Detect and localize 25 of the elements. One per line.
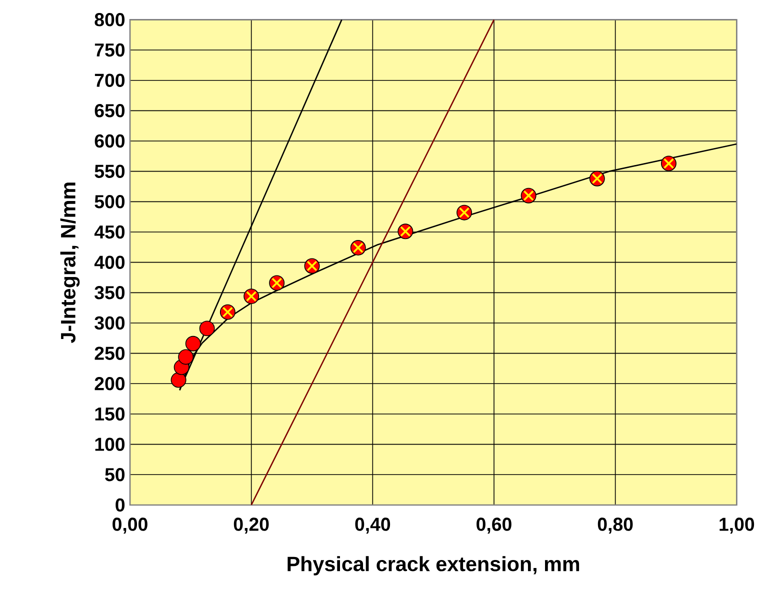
y-tick-label: 450 [94,225,125,239]
y-tick-label: 250 [94,346,125,360]
y-tick-label: 700 [94,74,125,87]
y-tick-label: 600 [94,134,125,148]
x-tick-label: 1,00 [720,518,754,534]
x-tick-label: 0,40 [355,518,390,534]
y-tick-label: 50 [105,468,125,482]
y-tick-label: 750 [94,43,125,57]
y-tick-label: 300 [94,316,125,330]
x-tick-label: 0,80 [598,518,633,534]
y-tick-label: 200 [94,377,125,390]
y-tick-label: 150 [95,407,125,421]
y-tick-label: 400 [94,256,125,269]
x-axis-title: Physical crack extension, mm [288,556,580,576]
y-tick-label: 800 [94,13,125,26]
x-tick-label: 0,20 [234,518,269,534]
y-tick-label: 550 [94,164,125,178]
x-tick-label: 0,60 [476,518,512,534]
y-tick-label: 100 [95,438,125,451]
y-tick-label: 650 [94,104,125,118]
x-tick-label: 0,00 [112,518,148,534]
y-tick-label: 500 [94,195,125,208]
y-axis-title: J-Integral, N/mm [60,182,80,343]
y-tick-label: 0 [116,498,125,512]
y-tick-label: 350 [94,286,125,300]
